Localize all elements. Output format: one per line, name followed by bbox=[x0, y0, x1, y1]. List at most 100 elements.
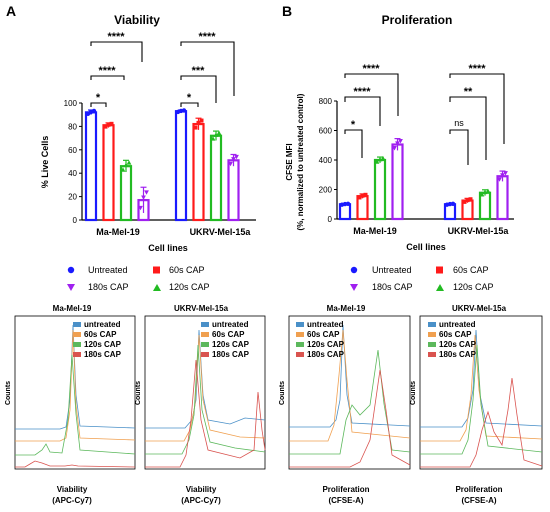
bar bbox=[102, 124, 115, 222]
data-point bbox=[196, 120, 201, 125]
chart-b-ytick-label: 800 bbox=[319, 97, 333, 106]
data-point bbox=[103, 124, 108, 129]
data-point bbox=[450, 201, 456, 207]
histogram-legend-swatch bbox=[428, 352, 436, 357]
data-point bbox=[213, 132, 219, 137]
chart-a-ytick-label: 60 bbox=[68, 146, 77, 155]
legend-marker-60s bbox=[153, 266, 160, 274]
bar bbox=[84, 111, 98, 222]
histogram-legend-swatch bbox=[73, 322, 81, 327]
legend-label-60s: 60s CAP bbox=[169, 265, 205, 275]
data-point bbox=[141, 195, 146, 200]
legend-marker-120s bbox=[436, 284, 444, 291]
legend-marker-untreated bbox=[350, 266, 358, 274]
data-point bbox=[144, 190, 149, 195]
bar bbox=[227, 159, 240, 222]
legend-label-untreated: Untreated bbox=[372, 265, 412, 275]
bar bbox=[209, 134, 223, 222]
histogram-xlabel-line1: Viability bbox=[186, 485, 217, 494]
data-point bbox=[497, 177, 502, 182]
histogram-legend-label: untreated bbox=[439, 320, 476, 329]
legend-marker-60s bbox=[436, 266, 443, 274]
chart-b-yticks: 0 200 400 600 800 bbox=[319, 97, 337, 224]
histogram-title: Ma-Mel-19 bbox=[327, 304, 366, 313]
histogram-legend-swatch bbox=[296, 332, 304, 337]
data-point bbox=[228, 161, 233, 167]
chart-a-axes bbox=[81, 103, 256, 221]
histogram-legend-label: 60s CAP bbox=[439, 330, 472, 339]
data-point bbox=[109, 121, 114, 126]
data-point bbox=[360, 193, 365, 198]
bar bbox=[119, 165, 133, 222]
data-point bbox=[374, 159, 380, 164]
chart-a-xlabel: Cell lines bbox=[148, 243, 188, 253]
histogram-legend-label: 180s CAP bbox=[84, 350, 122, 359]
legend-label-60s: 60s CAP bbox=[453, 265, 489, 275]
histogram-xlabel-line2: (CFSE-A) bbox=[461, 496, 496, 505]
histogram-title: UKRV-Mel-15a bbox=[174, 304, 229, 313]
sig-b-g2-1: ns bbox=[454, 118, 464, 128]
data-point bbox=[234, 154, 239, 160]
histogram-legend-swatch bbox=[201, 352, 209, 357]
chart-b-bars bbox=[338, 138, 509, 221]
chart-a-ytick-label: 80 bbox=[68, 122, 77, 131]
histogram-legend-label: 60s CAP bbox=[307, 330, 340, 339]
sig-b-g2-2: ** bbox=[464, 86, 473, 98]
data-point bbox=[485, 188, 491, 193]
data-point bbox=[193, 125, 198, 130]
data-point bbox=[357, 195, 362, 200]
panel-title-a: Viability bbox=[114, 13, 160, 27]
panel-letter-a: A bbox=[6, 3, 16, 19]
data-point bbox=[91, 108, 97, 114]
legend-label-180s: 180s CAP bbox=[88, 282, 129, 292]
chart-b-significance bbox=[344, 73, 505, 165]
data-point bbox=[468, 197, 473, 202]
sig-a-g1-3: **** bbox=[107, 31, 125, 43]
histogram-legend-label: 180s CAP bbox=[212, 350, 250, 359]
histogram-plot-3: Ma-Mel-19 Counts Proliferation (CFSE-A) bbox=[279, 304, 411, 505]
panel-letter-b: B bbox=[282, 3, 292, 19]
sig-a-g1-2: **** bbox=[98, 65, 116, 77]
legend-marker-untreated bbox=[67, 266, 75, 274]
histogram-legend-swatch bbox=[428, 322, 436, 327]
histogram-legend-label: 120s CAP bbox=[84, 340, 122, 349]
bar bbox=[391, 143, 404, 221]
bar bbox=[192, 122, 205, 222]
chart-a-ytick-label: 100 bbox=[64, 99, 78, 108]
data-point bbox=[462, 199, 467, 204]
histogram-legend-label: untreated bbox=[212, 320, 249, 329]
bar bbox=[174, 110, 188, 222]
chart-a-group-label-2: UKRV-Mel-15a bbox=[190, 227, 252, 237]
legend-label-120s: 120s CAP bbox=[169, 282, 210, 292]
histogram-legend-swatch bbox=[296, 322, 304, 327]
histogram-legend-swatch bbox=[428, 332, 436, 337]
sig-a-g2-1: * bbox=[187, 92, 192, 104]
histogram-legend-swatch bbox=[296, 352, 304, 357]
data-point bbox=[395, 141, 400, 146]
histogram-title: Ma-Mel-19 bbox=[53, 304, 92, 313]
histogram-legend-label: 120s CAP bbox=[212, 340, 250, 349]
data-point bbox=[392, 146, 397, 151]
histogram-plot-2: UKRV-Mel-15a Counts Viability (APC-Cy7) bbox=[135, 304, 266, 505]
chart-a-bars bbox=[84, 108, 240, 222]
bar bbox=[356, 195, 369, 221]
data-point bbox=[123, 162, 129, 168]
data-point bbox=[231, 157, 236, 162]
histogram-xlabel-line1: Proliferation bbox=[455, 485, 502, 494]
chart-b-ytick-label: 200 bbox=[319, 186, 333, 195]
sig-b-g1-1: * bbox=[351, 119, 356, 131]
chart-b-ytick-label: 400 bbox=[319, 156, 333, 165]
histogram-legend-swatch bbox=[73, 352, 81, 357]
histogram-legend-label: untreated bbox=[84, 320, 121, 329]
histogram-xlabel-line2: (CFSE-A) bbox=[328, 496, 363, 505]
chart-b-ylabel-line2: (%, normalized to untreated control) bbox=[296, 93, 305, 230]
histogram-plot-4: UKRV-Mel-15a Counts Proliferation (CFSE-… bbox=[410, 304, 543, 505]
data-point bbox=[363, 192, 368, 197]
histogram-legend-swatch bbox=[201, 332, 209, 337]
histogram-legend-label: 180s CAP bbox=[439, 350, 477, 359]
sig-a-g2-2: *** bbox=[192, 65, 206, 77]
bar bbox=[496, 175, 509, 221]
histogram-ylabel: Counts bbox=[5, 381, 12, 405]
data-point bbox=[398, 138, 403, 144]
